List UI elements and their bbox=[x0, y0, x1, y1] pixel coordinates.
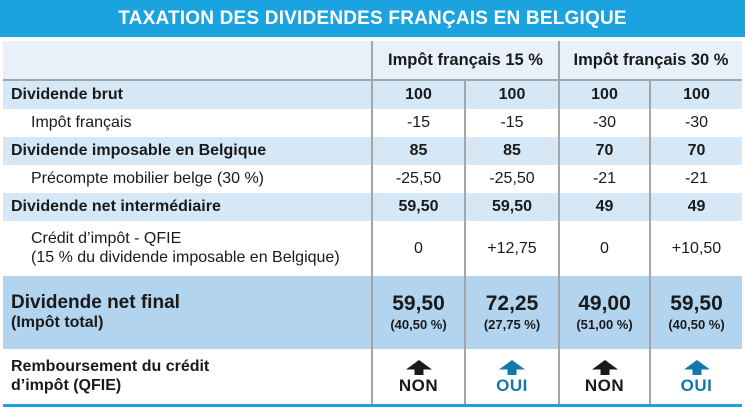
value-cell: -15 bbox=[464, 109, 558, 137]
row-label-line1: Précompte mobilier belge (30 %) bbox=[31, 169, 264, 187]
final-total-tax-percent: (40,50 %) bbox=[668, 316, 725, 332]
header-group-30pct: Impôt français 30 % bbox=[558, 41, 742, 79]
row-label-line1: Dividende brut bbox=[11, 85, 124, 103]
row-label-line1: Dividende imposable en Belgique bbox=[11, 141, 267, 159]
value-cell: -25,50 bbox=[371, 165, 464, 193]
value-cell: -30 bbox=[558, 109, 649, 137]
table-header-row: Impôt français 15 % Impôt français 30 % bbox=[3, 41, 742, 81]
refund-label-line2: d’impôt (QFIE) bbox=[11, 376, 122, 394]
value-cell: -30 bbox=[649, 109, 742, 137]
refund-cell: OUI bbox=[464, 349, 558, 404]
row-label: Impôt français bbox=[3, 109, 371, 137]
table-row: Crédit d’impôt - QFIE (15 % du dividende … bbox=[3, 221, 742, 276]
final-total-tax-percent: (40,50 %) bbox=[390, 316, 447, 332]
value-cell: 49 bbox=[649, 193, 742, 221]
value-cell: -21 bbox=[558, 165, 649, 193]
final-value-cell: 59,50 (40,50 %) bbox=[371, 276, 464, 349]
value-cell: 59,50 bbox=[464, 193, 558, 221]
value-cell: 0 bbox=[558, 221, 649, 276]
refund-answer: NON bbox=[398, 375, 439, 395]
value-cell: -15 bbox=[371, 109, 464, 137]
row-label: Précompte mobilier belge (30 %) bbox=[3, 165, 371, 193]
up-arrow-icon bbox=[499, 359, 525, 375]
value-cell: 85 bbox=[371, 137, 464, 165]
final-label-line2: (Impôt total) bbox=[11, 314, 104, 332]
final-row-label: Dividende net final (Impôt total) bbox=[3, 276, 371, 349]
final-label-line1: Dividende net final bbox=[11, 292, 180, 314]
value-cell: +12,75 bbox=[464, 221, 558, 276]
table-row: Précompte mobilier belge (30 %) -25,50 -25… bbox=[3, 165, 742, 193]
refund-label-line1: Remboursement du crédit bbox=[11, 358, 210, 376]
row-label-line1: Dividende net intermédiaire bbox=[11, 197, 221, 215]
up-arrow-icon bbox=[683, 359, 710, 375]
final-amount: 59,50 bbox=[670, 292, 723, 316]
value-cell: 70 bbox=[649, 137, 742, 165]
refund-row-label: Remboursement du crédit d’impôt (QFIE) bbox=[3, 349, 371, 404]
value-cell: 59,50 bbox=[371, 193, 464, 221]
page-title: TAXATION DES DIVIDENDES FRANÇAIS EN BELG… bbox=[118, 7, 627, 29]
value-cell: 100 bbox=[649, 81, 742, 109]
table-row: Dividende imposable en Belgique 85 85 70 70 bbox=[3, 137, 742, 165]
up-arrow-icon bbox=[591, 359, 618, 375]
refund-answer: OUI bbox=[496, 375, 528, 395]
final-value-cell: 49,00 (51,00 %) bbox=[558, 276, 649, 349]
header-empty-cell bbox=[3, 41, 371, 79]
row-label: Crédit d’impôt - QFIE (15 % du dividende … bbox=[3, 221, 371, 276]
refund-cell: NON bbox=[371, 349, 464, 404]
table-body: Dividende brut 100 100 100 100 Impôt français… bbox=[3, 81, 742, 404]
title-bar: TAXATION DES DIVIDENDES FRANÇAIS EN BELG… bbox=[0, 0, 745, 37]
refund-cell: NON bbox=[558, 349, 649, 404]
value-cell: -25,50 bbox=[464, 165, 558, 193]
value-cell: 100 bbox=[558, 81, 649, 109]
row-label-line2: (15 % du dividende imposable en Belgique… bbox=[31, 248, 340, 266]
header-group-15pct: Impôt français 15 % bbox=[371, 41, 558, 79]
value-cell: -21 bbox=[649, 165, 742, 193]
final-amount: 59,50 bbox=[392, 292, 445, 316]
refund-answer: NON bbox=[584, 375, 625, 395]
table-row: Dividende brut 100 100 100 100 bbox=[3, 81, 742, 109]
row-label: Dividende imposable en Belgique bbox=[3, 137, 371, 165]
final-value-cell: 72,25 (27,75 %) bbox=[464, 276, 558, 349]
final-amount: 49,00 bbox=[578, 292, 631, 316]
value-cell: 100 bbox=[371, 81, 464, 109]
value-cell: 70 bbox=[558, 137, 649, 165]
row-label: Dividende net intermédiaire bbox=[3, 193, 371, 221]
row-label-line1: Crédit d’impôt - QFIE bbox=[31, 230, 182, 248]
value-cell: 0 bbox=[371, 221, 464, 276]
value-cell: 85 bbox=[464, 137, 558, 165]
final-value-cell: 59,50 (40,50 %) bbox=[649, 276, 742, 349]
final-total-tax-percent: (27,75 %) bbox=[483, 316, 541, 332]
refund-row: Remboursement du crédit d’impôt (QFIE) NON… bbox=[3, 349, 742, 404]
refund-answer: OUI bbox=[680, 375, 713, 395]
table-row: Dividende net intermédiaire 59,50 59,50 49 4… bbox=[3, 193, 742, 221]
value-cell: 49 bbox=[558, 193, 649, 221]
row-label: Dividende brut bbox=[3, 81, 371, 109]
value-cell: +10,50 bbox=[649, 221, 742, 276]
final-total-tax-percent: (51,00 %) bbox=[576, 316, 633, 332]
value-cell: 100 bbox=[464, 81, 558, 109]
up-arrow-icon bbox=[405, 359, 432, 375]
final-amount: 72,25 bbox=[485, 292, 539, 316]
row-label-line1: Impôt français bbox=[31, 113, 132, 131]
table-row: Impôt français -15 -15 -30 -30 bbox=[3, 109, 742, 137]
final-row: Dividende net final (Impôt total) 59,50 (40… bbox=[3, 276, 742, 349]
refund-cell: OUI bbox=[649, 349, 742, 404]
dividends-table: Impôt français 15 % Impôt français 30 % … bbox=[3, 41, 742, 407]
